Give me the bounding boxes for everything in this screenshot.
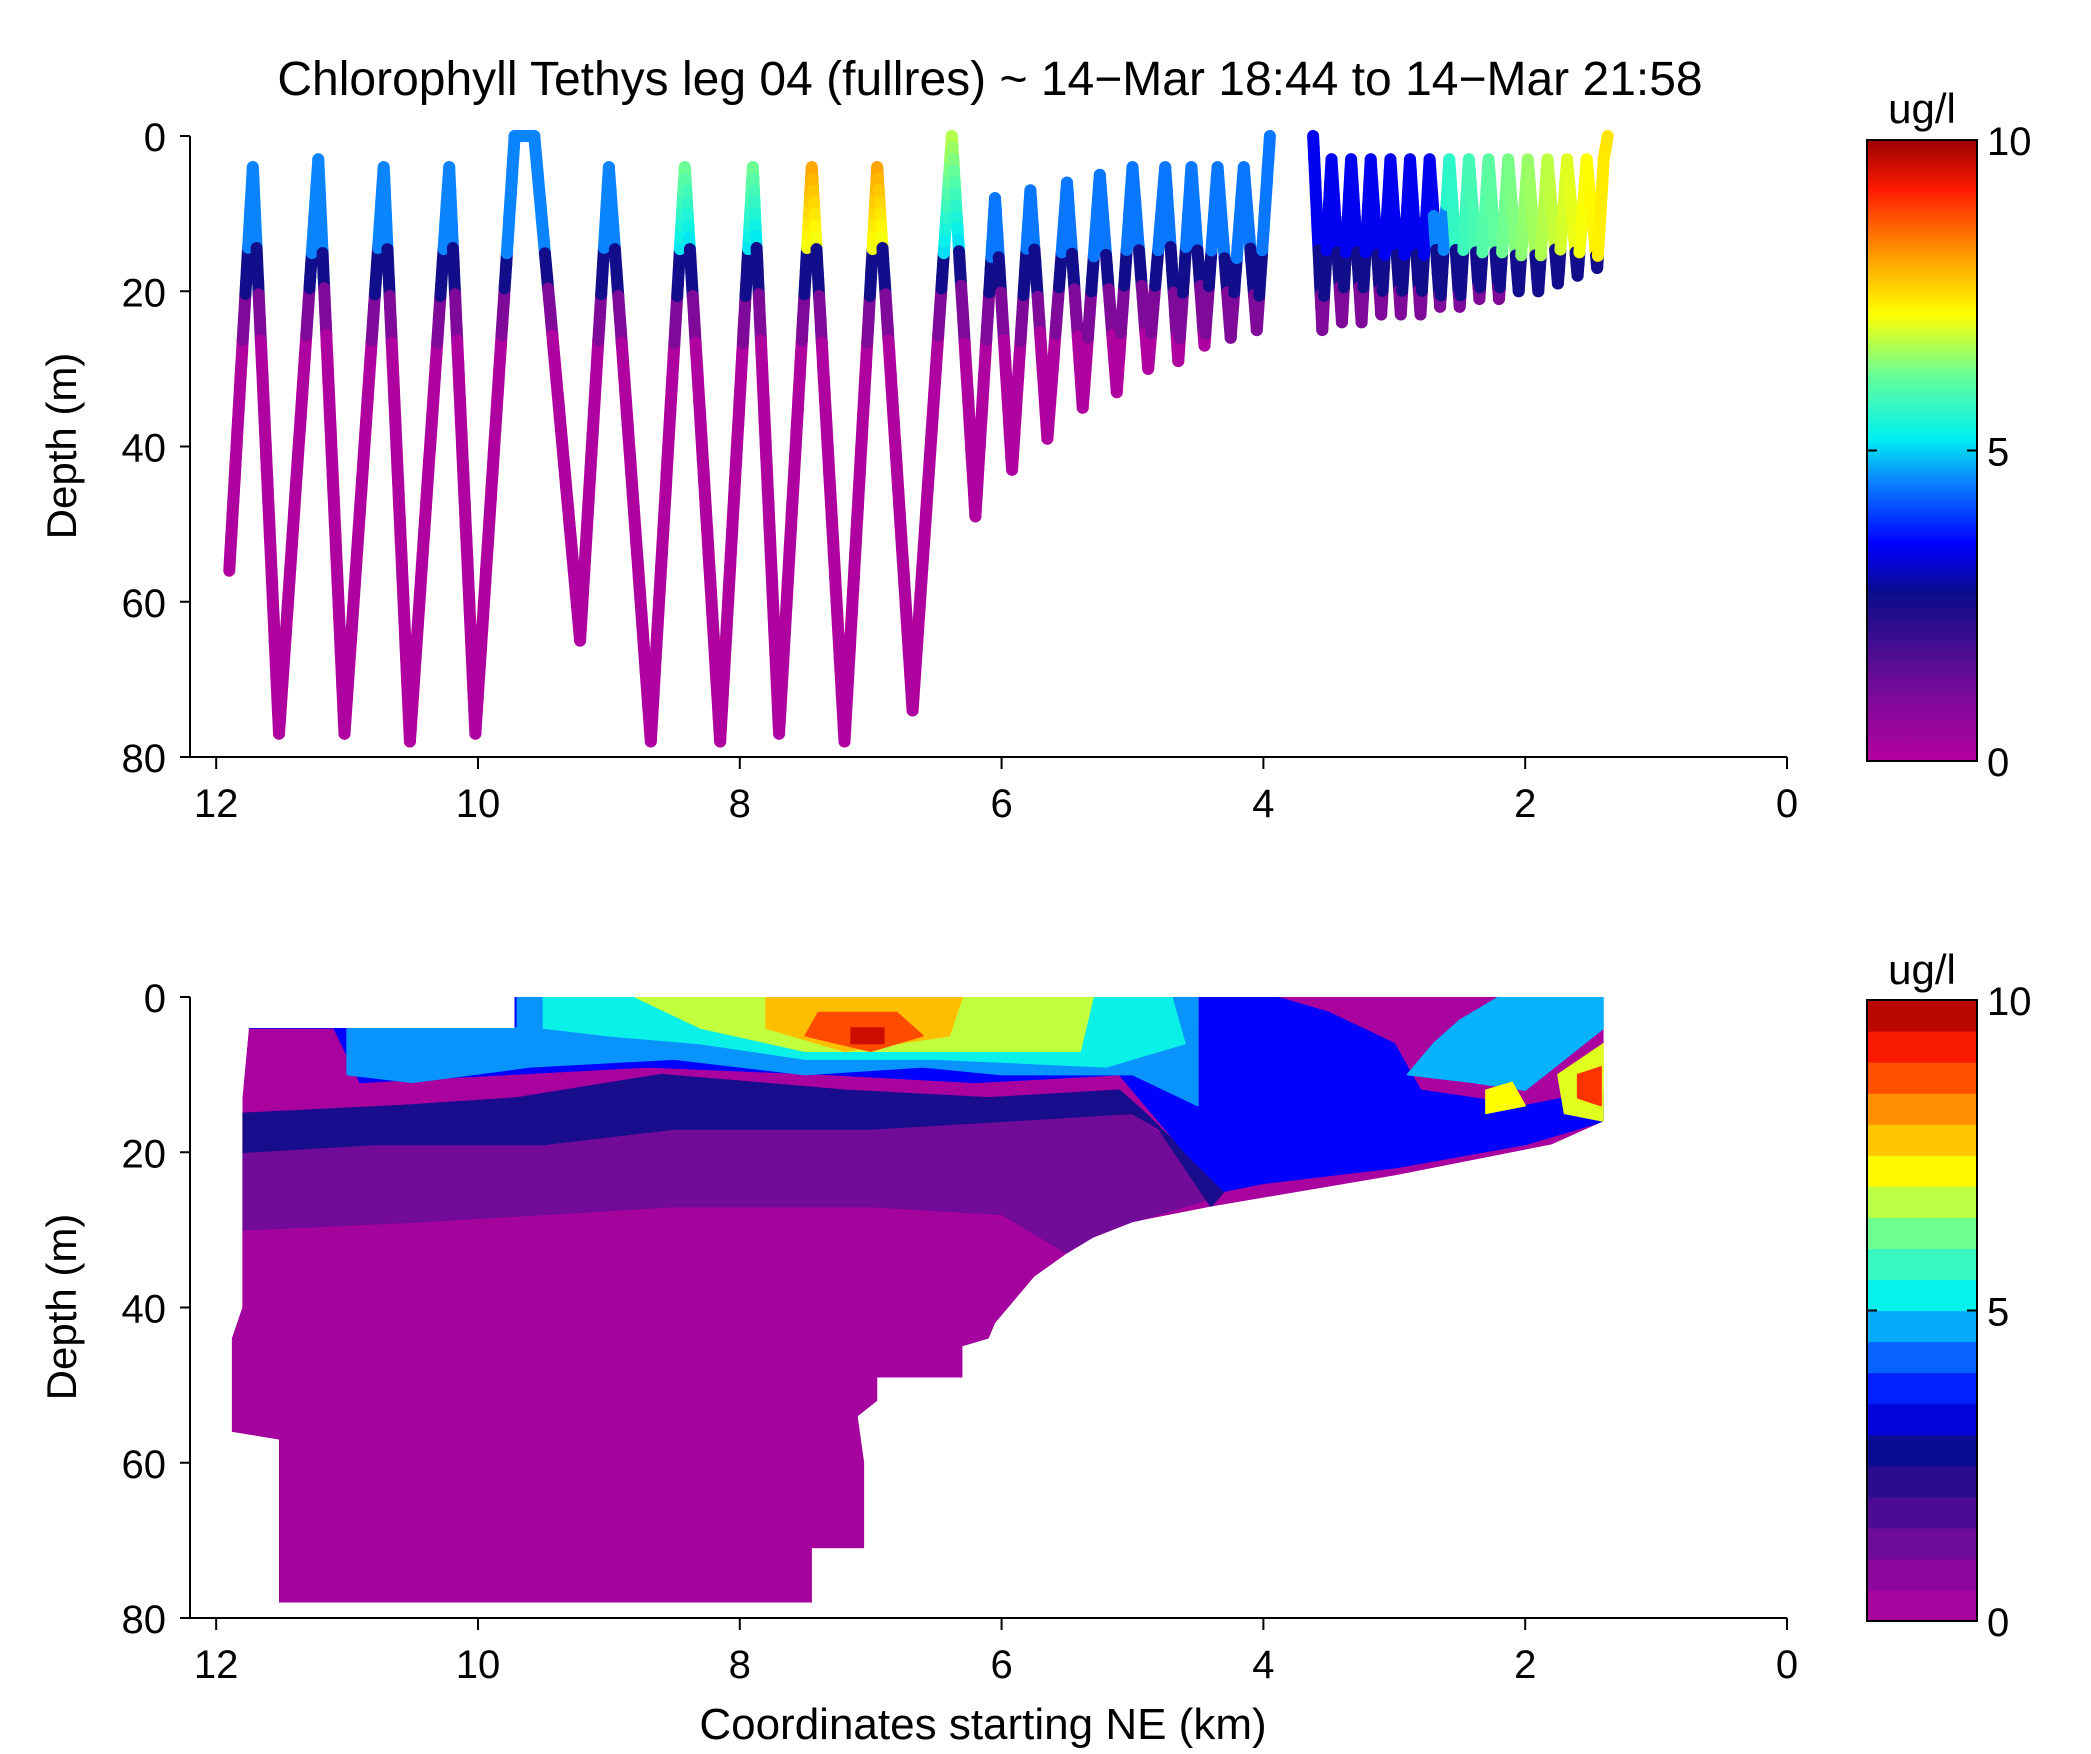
colorbar-tick-label: 0 [1987, 741, 2009, 785]
y-tick-label: 60 [122, 1443, 167, 1487]
x-tick-label: 4 [1252, 782, 1274, 826]
colorbar-level [1867, 1186, 1977, 1218]
x-tick-label: 8 [729, 782, 751, 826]
colorbar-level [1867, 1000, 1977, 1032]
colorbar-level [1867, 1155, 1977, 1187]
x-tick-label: 12 [194, 782, 239, 826]
contour-band [1485, 1081, 1526, 1115]
colorbar-level [1867, 1558, 1977, 1591]
top-plot-area [223, 130, 1614, 748]
top-x-ticks: 12 10 8 6 4 2 0 [194, 757, 1798, 826]
bottom-plot-area [231, 997, 1604, 1603]
x-tick-label: 2 [1514, 1643, 1536, 1687]
top-y-ticks: 0 20 40 60 80 [122, 116, 190, 781]
contour-band [231, 1205, 1134, 1603]
colorbar-level [1867, 1403, 1977, 1436]
y-tick-label: 40 [122, 1288, 167, 1332]
contour-band [241, 1073, 1225, 1208]
y-tick-label: 40 [122, 427, 167, 471]
colorbar-level [1867, 1434, 1977, 1467]
colorbar-tick-label: 10 [1987, 120, 2032, 164]
bottom-colorbar-label: ug/l [1888, 946, 1956, 993]
y-tick-label: 60 [122, 582, 167, 626]
colorbar-level [1867, 1372, 1977, 1405]
colorbar-level [1867, 1465, 1977, 1498]
y-tick-label: 0 [144, 116, 166, 160]
top-colorbar: ug/l 0 5 10 [1866, 85, 2032, 785]
y-tick-label: 80 [122, 737, 167, 781]
x-tick-label: 10 [456, 1643, 501, 1687]
x-tick-label: 8 [729, 1643, 751, 1687]
x-tick-label: 4 [1252, 1643, 1274, 1687]
trajectory-segment [1601, 130, 1614, 146]
top-y-axis-label: Depth (m) [38, 353, 85, 540]
colorbar-level [1867, 1341, 1977, 1374]
y-tick-label: 20 [122, 271, 167, 315]
top-colorbar-label: ug/l [1888, 85, 1956, 132]
y-tick-label: 20 [122, 1132, 167, 1176]
trajectory-segment [1263, 130, 1276, 154]
bottom-colorbar: ug/l 0 5 10 [1866, 946, 2032, 1645]
bottom-colorbar-ticks: 0 5 10 [1867, 980, 2032, 1645]
colorbar-level [1867, 1310, 1977, 1343]
chart-title: Chlorophyll Tethys leg 04 (fullres) ~ 14… [277, 53, 1702, 106]
x-tick-label: 10 [456, 782, 501, 826]
top-colorbar-ticks: 0 5 10 [1867, 120, 2032, 785]
bottom-y-ticks: 0 20 40 60 80 [122, 977, 190, 1642]
contour-bands [231, 997, 1604, 1603]
y-tick-label: 0 [144, 977, 166, 1021]
contour-band [850, 1027, 885, 1045]
bottom-x-axis-label: Coordinates starting NE (km) [699, 1700, 1266, 1749]
colorbar-level [1867, 1248, 1977, 1281]
colorbar-tick-label: 5 [1987, 1291, 2009, 1335]
bottom-y-axis-label: Depth (m) [38, 1214, 85, 1401]
top-colorbar-gradient [1866, 139, 1978, 762]
colorbar-level [1867, 1124, 1977, 1156]
colorbar-tick-label: 0 [1987, 1601, 2009, 1645]
colorbar-level [1867, 1093, 1977, 1125]
colorbar-level [1867, 1279, 1977, 1312]
bottom-colorbar-steps [1867, 1000, 1977, 1622]
y-tick-label: 80 [122, 1598, 167, 1642]
x-tick-label: 12 [194, 1643, 239, 1687]
colorbar-level [1867, 1062, 1977, 1094]
x-tick-label: 6 [990, 782, 1012, 826]
colorbar-tick-label: 10 [1987, 980, 2032, 1024]
colorbar-level [1867, 1217, 1977, 1249]
colorbar-level [1867, 1527, 1977, 1560]
colorbar-tick-label: 5 [1987, 431, 2009, 475]
colorbar-level [1867, 1589, 1977, 1622]
colorbar-level [1867, 1031, 1977, 1063]
colorbar-level [1867, 1496, 1977, 1529]
x-tick-label: 6 [990, 1643, 1012, 1687]
contour-band [1576, 1066, 1602, 1107]
bottom-x-ticks: 12 10 8 6 4 2 0 [194, 1618, 1798, 1687]
x-tick-label: 0 [1776, 782, 1798, 826]
x-tick-label: 2 [1514, 782, 1536, 826]
x-tick-label: 0 [1776, 1643, 1798, 1687]
